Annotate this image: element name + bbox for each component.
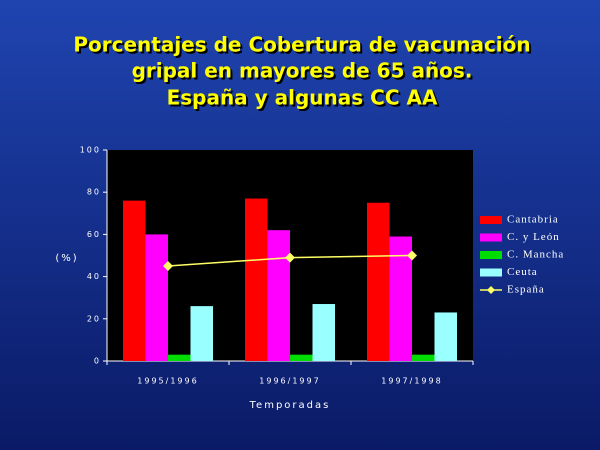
y-tick-label: 0 [94,357,101,366]
legend-label: España [507,284,545,296]
chart-title: gripal en mayores de 65 años. [132,59,473,83]
legend-label: C. Mancha [507,249,564,261]
y-tick-label: 20 [87,314,101,323]
marker [163,261,173,272]
marker [285,252,295,263]
chart-title: Porcentajes de Cobertura de vacunación [73,33,530,57]
legend-swatch [480,268,502,277]
y-tick-label: 80 [87,188,101,197]
legend-marker [487,286,495,294]
y-tick-label: 60 [87,230,101,239]
x-tick-label: 1997/1998 [381,377,442,386]
x-tick-label: 1995/1996 [137,377,198,386]
bar [168,354,191,361]
legend-label: C. y León [507,231,560,243]
x-axis-label: Temporadas [249,400,331,411]
chart-title: España y algunas CC AA [167,86,438,110]
marker [407,250,417,261]
title-shadow: gripal en mayores de 65 años. [134,61,475,85]
bar [190,306,213,361]
y-tick-label: 40 [87,272,101,281]
bar [267,230,290,361]
bar [367,202,390,361]
bar [412,354,435,361]
bar [245,198,268,361]
y-tick-label: 100 [80,146,101,155]
bar [145,234,168,361]
legend-label: Ceuta [507,266,538,278]
legend-swatch [480,216,502,224]
legend-label: Cantabria [507,214,559,226]
bar [290,354,313,361]
bar [434,312,457,361]
legend-swatch [480,233,502,242]
y-axis-label: (%) [55,253,78,264]
legend-swatch [480,251,502,259]
title-shadow: Porcentajes de Cobertura de vacunación [75,35,532,59]
bar [123,200,146,361]
x-tick-label: 1996/1997 [259,377,320,386]
bar [389,236,412,361]
bar [312,304,335,361]
title-shadow: España y algunas CC AA [169,88,440,112]
